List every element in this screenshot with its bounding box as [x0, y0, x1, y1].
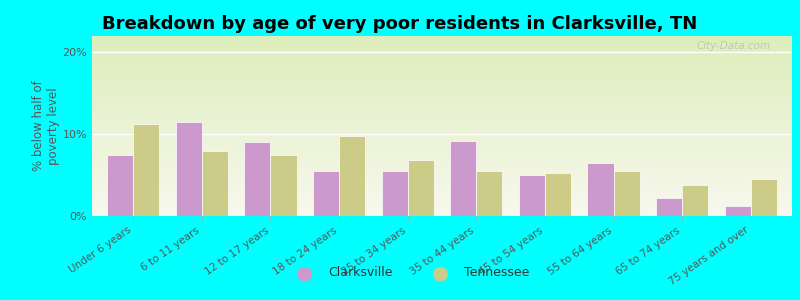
- Bar: [107, 154, 133, 216]
- Bar: [339, 136, 365, 216]
- Y-axis label: % below half of
poverty level: % below half of poverty level: [32, 81, 60, 171]
- Bar: [656, 198, 682, 216]
- Bar: [176, 122, 202, 216]
- Text: Clarksville: Clarksville: [328, 266, 393, 280]
- Text: ●: ●: [295, 263, 313, 283]
- Text: Tennessee: Tennessee: [464, 266, 530, 280]
- Bar: [682, 185, 708, 216]
- Bar: [202, 151, 228, 216]
- Bar: [408, 160, 434, 216]
- Bar: [244, 142, 270, 216]
- Bar: [751, 179, 777, 216]
- Bar: [519, 175, 545, 216]
- Bar: [313, 171, 339, 216]
- Bar: [545, 173, 571, 216]
- Bar: [476, 171, 502, 216]
- Bar: [587, 163, 614, 216]
- Text: City-Data.com: City-Data.com: [697, 41, 771, 51]
- Text: Breakdown by age of very poor residents in Clarksville, TN: Breakdown by age of very poor residents …: [102, 15, 698, 33]
- Bar: [450, 141, 476, 216]
- Bar: [614, 171, 640, 216]
- Text: ●: ●: [431, 263, 449, 283]
- Bar: [725, 206, 751, 216]
- Bar: [382, 171, 408, 216]
- Bar: [133, 124, 159, 216]
- Bar: [270, 154, 297, 216]
